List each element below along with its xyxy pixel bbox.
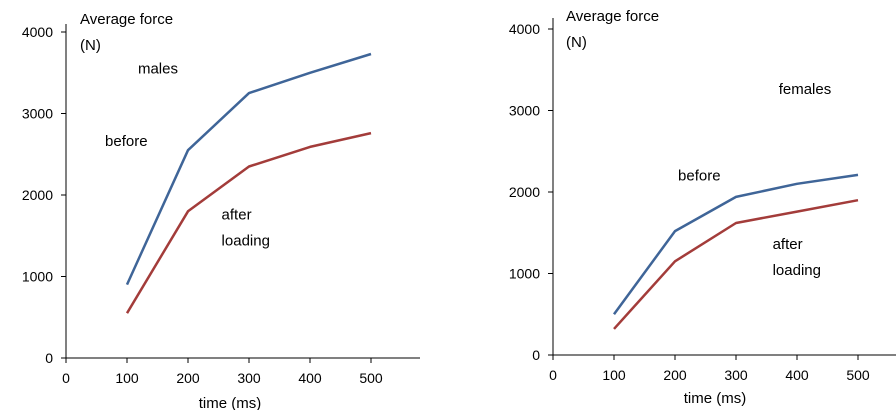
annotation-group: males <box>138 61 178 78</box>
y-tick-label: 4000 <box>22 24 53 40</box>
x-axis-title: time (ms) <box>199 395 262 410</box>
x-tick-label: 0 <box>549 367 557 383</box>
x-tick-label: 500 <box>846 367 870 383</box>
x-tick-label: 400 <box>785 367 809 383</box>
x-axis-title: time (ms) <box>684 390 747 407</box>
x-tick-label: 100 <box>115 370 139 386</box>
annotation-after: after <box>773 236 803 253</box>
annotation-after: loading <box>222 232 270 249</box>
series-line-after-loading <box>613 198 859 330</box>
x-tick-label: 100 <box>602 367 626 383</box>
series-line-after-loading <box>125 131 372 314</box>
x-tick-label: 300 <box>724 367 748 383</box>
y-tick-label: 3000 <box>22 106 53 122</box>
y-tick-label: 1000 <box>22 269 53 285</box>
annotation-before: before <box>105 133 148 150</box>
x-tick-label: 0 <box>62 370 70 386</box>
x-tick-label: 200 <box>663 367 687 383</box>
annotation-group: females <box>779 81 832 98</box>
series-line-before <box>125 52 372 286</box>
annotation-after: loading <box>773 262 821 279</box>
y-tick-label: 1000 <box>509 266 540 282</box>
y-tick-label: 4000 <box>509 21 540 37</box>
annotation-after: after <box>222 206 252 223</box>
series-line-before <box>612 173 859 316</box>
y-axis-title-line: Average force <box>80 11 173 28</box>
y-tick-label: 0 <box>532 347 540 363</box>
chart-panel-2: 0 1000 2000 3000 4000 0 100 200 300 400 500 Average… <box>509 8 896 407</box>
y-tick-label: 2000 <box>509 184 540 200</box>
x-tick-label: 400 <box>298 370 322 386</box>
x-tick-label: 500 <box>359 370 383 386</box>
y-tick-label: 0 <box>45 350 53 366</box>
annotation-before: before <box>678 168 721 185</box>
chart-panel-1: 0 1000 2000 3000 4000 0 100 200 300 400 500 Average… <box>22 11 420 410</box>
y-axis-title-line: Average force <box>566 8 659 25</box>
y-tick-label: 2000 <box>22 187 53 203</box>
x-tick-label: 200 <box>176 370 200 386</box>
y-axis-title-line: (N) <box>80 37 101 54</box>
x-tick-label: 300 <box>237 370 261 386</box>
y-tick-label: 3000 <box>509 103 540 119</box>
y-axis-title-line: (N) <box>566 34 587 51</box>
